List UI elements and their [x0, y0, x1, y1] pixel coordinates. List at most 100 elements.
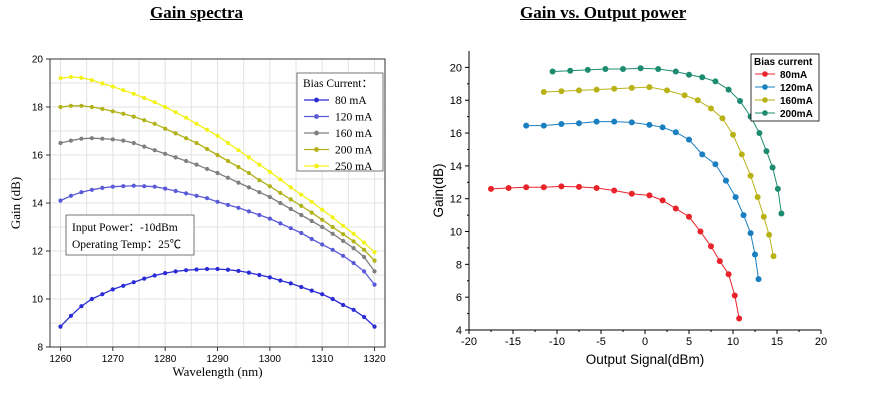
- data-point: [576, 87, 582, 94]
- data-point: [351, 307, 356, 312]
- data-point: [121, 283, 126, 288]
- data-point: [173, 110, 178, 115]
- data-point: [747, 113, 754, 120]
- data-point: [68, 74, 74, 80]
- data-point: [79, 103, 84, 108]
- data-point: [194, 162, 199, 167]
- data-point: [100, 136, 105, 141]
- data-point: [540, 184, 547, 191]
- data-point: [628, 119, 635, 126]
- data-point: [699, 151, 706, 158]
- right-chart-title: Gain vs. Output power: [520, 3, 687, 22]
- legend-swatch-marker: [314, 147, 319, 152]
- data-point: [131, 140, 136, 146]
- data-point: [246, 209, 252, 214]
- data-point: [593, 185, 600, 192]
- data-point: [131, 183, 136, 188]
- data-point: [110, 137, 115, 142]
- series-line: [490, 185, 740, 319]
- data-point: [204, 146, 210, 152]
- x-tick-label: 0: [642, 336, 648, 348]
- data-point: [567, 67, 574, 74]
- data-point: [194, 140, 199, 146]
- data-point: [309, 236, 314, 242]
- data-point: [309, 199, 314, 204]
- data-point: [121, 111, 126, 116]
- y-tick-label: 12: [32, 247, 44, 258]
- legend-swatch-marker: [314, 163, 319, 169]
- data-point: [770, 253, 777, 260]
- data-point: [100, 292, 105, 297]
- data-point: [236, 148, 241, 153]
- data-point: [267, 184, 272, 189]
- data-point: [766, 231, 773, 238]
- data-point: [246, 270, 252, 275]
- data-point: [110, 287, 115, 292]
- data-point: [131, 114, 136, 119]
- data-point: [320, 292, 325, 297]
- data-point: [163, 126, 168, 131]
- gain-spectra-chart: 1260 1270 1280 1290 1300 1310 1320 8 10 12 14 16 18 2…: [8, 55, 386, 380]
- data-point: [320, 224, 325, 230]
- data-point: [288, 226, 293, 231]
- data-point: [110, 109, 115, 114]
- data-point: [204, 166, 210, 172]
- data-point: [152, 184, 157, 189]
- data-point: [576, 183, 582, 190]
- left-chart-title: Gain spectra: [150, 3, 244, 22]
- data-point: [351, 260, 356, 266]
- data-point: [372, 250, 377, 255]
- y-tick-label: 4: [456, 325, 462, 337]
- data-point: [173, 131, 178, 136]
- data-point: [257, 178, 262, 183]
- data-point: [712, 78, 719, 85]
- data-point: [372, 269, 377, 274]
- data-point: [686, 71, 692, 78]
- data-point: [225, 267, 231, 272]
- data-point: [755, 276, 762, 283]
- data-point: [628, 84, 635, 91]
- data-point: [131, 280, 136, 285]
- data-point: [142, 95, 147, 100]
- data-point: [110, 84, 115, 89]
- data-point: [163, 186, 168, 191]
- data-point: [341, 232, 346, 237]
- data-point: [246, 170, 252, 176]
- data-point: [320, 242, 325, 247]
- x-tick-label: -15: [505, 336, 521, 348]
- data-point: [593, 86, 600, 93]
- data-point: [68, 103, 74, 108]
- data-point: [523, 122, 530, 129]
- data-point: [740, 212, 747, 219]
- data-point: [142, 144, 147, 149]
- data-point: [593, 118, 600, 125]
- data-point: [584, 66, 591, 73]
- data-point: [309, 218, 314, 224]
- data-point: [558, 183, 565, 190]
- data-point: [361, 247, 367, 252]
- y-tick-label: 8: [37, 343, 43, 354]
- x-tick-label: 1320: [363, 354, 386, 365]
- x-tick-label: 1310: [311, 354, 334, 365]
- data-point: [708, 105, 714, 112]
- data-point: [183, 191, 189, 196]
- data-point: [620, 66, 626, 73]
- data-point: [89, 78, 94, 83]
- series-line: [543, 86, 774, 257]
- data-point: [152, 100, 157, 105]
- data-point: [121, 88, 126, 93]
- data-point: [225, 202, 231, 208]
- legend-swatch-marker: [762, 84, 768, 90]
- x-tick-label: 1260: [49, 354, 72, 365]
- data-point: [747, 172, 754, 179]
- data-point: [341, 302, 346, 308]
- data-point: [330, 224, 335, 230]
- data-point: [225, 175, 231, 180]
- data-point: [278, 177, 283, 182]
- data-point: [173, 188, 178, 194]
- data-point: [637, 65, 644, 72]
- y-tick-label: 16: [450, 128, 462, 140]
- x-tick-label: 1280: [154, 354, 177, 365]
- data-point: [68, 138, 74, 143]
- data-point: [58, 324, 63, 329]
